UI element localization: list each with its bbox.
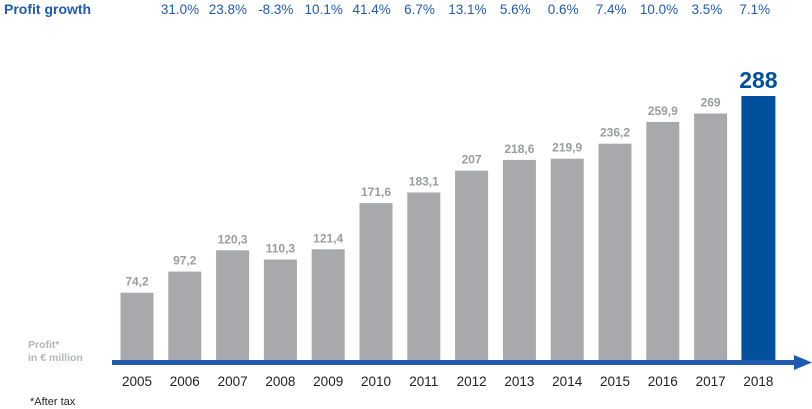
axis-line bbox=[112, 360, 798, 365]
year-label-2006: 2006 bbox=[170, 374, 200, 389]
growth-label-3: 10.1% bbox=[305, 2, 343, 17]
value-label-2011: 183,1 bbox=[409, 175, 439, 189]
year-labels: 2005 2006 2007 2008 2009 2010 2011 2012 2013 2014… bbox=[122, 374, 773, 389]
value-label-2015: 236,2 bbox=[600, 126, 630, 140]
bar-2009 bbox=[311, 249, 345, 361]
growth-label-9: 7.4% bbox=[596, 2, 627, 17]
year-label-2012: 2012 bbox=[457, 374, 487, 389]
bar-2015 bbox=[598, 143, 632, 361]
growth-label-11: 3.5% bbox=[692, 2, 723, 17]
year-label-2005: 2005 bbox=[122, 374, 152, 389]
growth-label-5: 6.7% bbox=[404, 2, 435, 17]
year-label-2008: 2008 bbox=[265, 374, 295, 389]
y-axis-label-line2: in € million bbox=[28, 352, 83, 364]
value-label-2018: 288 bbox=[739, 67, 778, 93]
growth-title: Profit growth bbox=[4, 1, 91, 17]
year-label-2013: 2013 bbox=[504, 374, 534, 389]
year-label-2016: 2016 bbox=[648, 374, 678, 389]
bar-2014 bbox=[550, 158, 584, 361]
bar-2018 bbox=[741, 96, 776, 361]
bar-2006 bbox=[168, 271, 202, 361]
value-label-2010: 171,6 bbox=[361, 185, 391, 199]
footnote: *After tax bbox=[30, 396, 76, 408]
growth-row: 31.0% 23.8% -8.3% 10.1% 41.4% 6.7% 13.1% 5.6% 0.… bbox=[161, 2, 770, 17]
axis-arrowhead bbox=[794, 355, 812, 370]
value-label-2005: 74,2 bbox=[125, 275, 149, 289]
value-label-2017: 269 bbox=[701, 96, 721, 110]
year-label-2011: 2011 bbox=[409, 374, 438, 389]
growth-label-4: 41.4% bbox=[352, 2, 390, 17]
growth-label-0: 31.0% bbox=[161, 2, 199, 17]
growth-label-6: 13.1% bbox=[448, 2, 486, 17]
year-label-2007: 2007 bbox=[218, 374, 248, 389]
growth-label-2: -8.3% bbox=[258, 2, 293, 17]
value-label-2009: 121,4 bbox=[313, 231, 343, 245]
value-label-2013: 218,6 bbox=[504, 142, 534, 156]
value-label-2008: 110,3 bbox=[266, 242, 296, 256]
value-label-2012: 207 bbox=[462, 153, 482, 167]
y-axis-label-line1: Profit* bbox=[28, 339, 60, 351]
growth-label-1: 23.8% bbox=[209, 2, 247, 17]
growth-label-8: 0.6% bbox=[548, 2, 579, 17]
bar-2008 bbox=[263, 259, 297, 361]
year-label-2009: 2009 bbox=[313, 374, 343, 389]
bar-2017 bbox=[694, 113, 728, 361]
year-label-2014: 2014 bbox=[552, 374, 583, 389]
value-label-2007: 120,3 bbox=[218, 232, 248, 246]
value-label-2014: 219,9 bbox=[552, 141, 582, 155]
bar-2010 bbox=[359, 203, 393, 361]
year-label-2018: 2018 bbox=[743, 374, 773, 389]
bar-2016 bbox=[646, 121, 680, 362]
bar-2013 bbox=[502, 159, 536, 361]
bar-2007 bbox=[216, 250, 250, 361]
year-label-2015: 2015 bbox=[600, 374, 630, 389]
growth-label-10: 10.0% bbox=[640, 2, 678, 17]
bar-2011 bbox=[407, 192, 441, 361]
bar-2005 bbox=[120, 292, 154, 361]
value-label-2006: 97,2 bbox=[173, 254, 197, 268]
year-label-2010: 2010 bbox=[361, 374, 391, 389]
year-label-2017: 2017 bbox=[696, 374, 726, 389]
x-axis bbox=[112, 355, 812, 370]
growth-label-12: 7.1% bbox=[739, 2, 770, 17]
value-labels: 74,2 97,2 120,3 110,3 121,4 171,6 183,1 207 218,… bbox=[125, 67, 777, 289]
growth-label-7: 5.6% bbox=[500, 2, 531, 17]
bar-2012 bbox=[455, 170, 489, 361]
bars bbox=[120, 96, 776, 362]
value-label-2016: 259,9 bbox=[648, 104, 678, 118]
